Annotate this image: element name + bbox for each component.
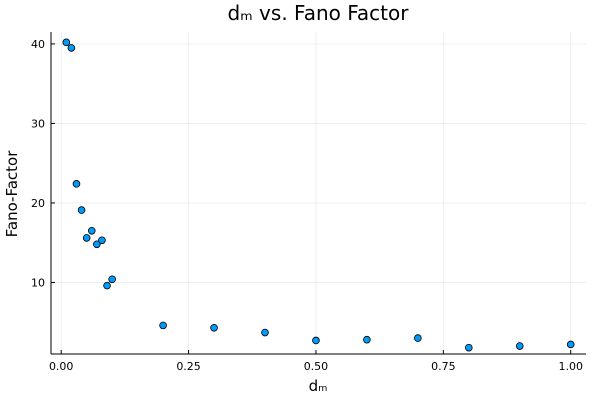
x-tick-label: 0.25: [176, 360, 201, 373]
x-tick-labels: 0.00 0.25 0.50 0.75 1.00: [49, 360, 583, 373]
data-point: [515, 342, 524, 350]
data-point: [93, 240, 101, 249]
data-point: [82, 234, 91, 242]
data-point: [77, 206, 86, 214]
data-point: [414, 334, 422, 342]
data-point: [566, 340, 575, 349]
x-tick-label: 0.00: [49, 360, 74, 373]
y-tick-label: 20: [31, 197, 45, 210]
data-point: [159, 321, 167, 330]
y-tick-label: 10: [31, 276, 45, 289]
chart-title: dₘ vs. Fano Factor: [228, 1, 410, 25]
data-point: [87, 226, 96, 235]
data-point: [312, 336, 320, 345]
y-tick-labels: 10 20 30 40: [31, 38, 45, 290]
data-point: [103, 281, 111, 290]
data-point: [465, 343, 473, 352]
data-point: [261, 328, 269, 337]
x-axis-label: dₘ: [309, 377, 328, 395]
x-tick-label: 1.00: [558, 360, 583, 373]
y-axis-label: Fano-Factor: [3, 150, 21, 238]
data-point: [62, 38, 71, 47]
x-tick-label: 0.75: [431, 360, 456, 373]
data-point: [210, 323, 218, 332]
y-tick-label: 40: [31, 38, 45, 51]
data-point: [108, 275, 116, 284]
data-point: [72, 180, 81, 188]
y-tick-label: 30: [31, 117, 45, 130]
grid-lines: [51, 32, 586, 354]
x-tick-label: 0.50: [304, 360, 329, 373]
data-points: [62, 38, 575, 352]
data-point: [98, 236, 106, 245]
data-point: [363, 335, 371, 344]
data-point: [67, 44, 76, 52]
